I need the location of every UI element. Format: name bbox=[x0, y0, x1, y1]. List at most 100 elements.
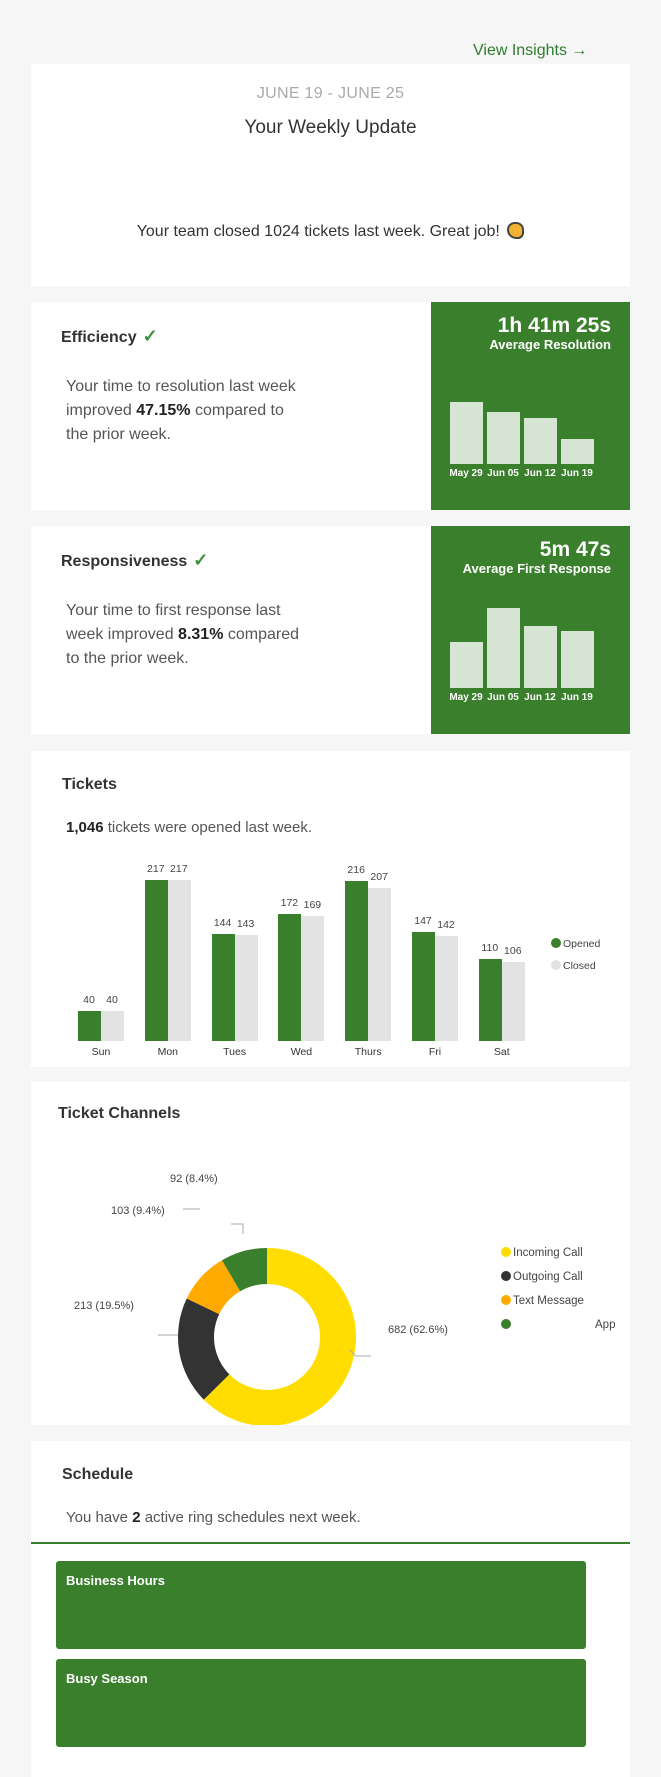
closed-bar bbox=[234, 935, 258, 1041]
pie-label-text-message: 103 (9.4%) bbox=[111, 1205, 165, 1217]
schedule-item-business-hours[interactable]: Business Hours bbox=[56, 1561, 586, 1649]
efficiency-card: Efficiency ✓ Your time to resolution last… bbox=[31, 302, 630, 510]
ticket-channels-card: Ticket Channels 682 (62.6%) 213 (19.5%) … bbox=[31, 1082, 630, 1425]
day-label: Sat bbox=[493, 1046, 510, 1058]
date-range: JUNE 19 - JUNE 25 bbox=[256, 85, 405, 102]
opened-bar bbox=[278, 914, 302, 1041]
legend-incoming-call-label: Incoming Call bbox=[513, 1247, 583, 1259]
legend-outgoing-call-label: Outgoing Call bbox=[513, 1271, 583, 1283]
closed-bar bbox=[101, 1011, 124, 1041]
opened-bar bbox=[144, 880, 168, 1041]
efficiency-chart-panel: 1h 41m 25s Average Resolution May 29 Jun … bbox=[431, 302, 630, 510]
checkmark-icon: ✓ bbox=[193, 550, 209, 570]
bar-value-label: 106 bbox=[504, 945, 522, 957]
bar-value-label: 217 bbox=[147, 863, 165, 875]
weekly-update-card: JUNE 19 - JUNE 25 Your Weekly Update You… bbox=[31, 64, 630, 286]
responsiveness-percent: 8.31% bbox=[178, 626, 224, 643]
day-label: Wed bbox=[290, 1046, 313, 1058]
slice-incoming-call bbox=[203, 1248, 356, 1425]
closed-bar bbox=[501, 962, 525, 1041]
bar-value-label: 216 bbox=[347, 864, 365, 876]
tickets-card: Tickets 1,046 tickets were opened last w… bbox=[31, 751, 630, 1067]
week-bar bbox=[450, 402, 483, 464]
legend-outgoing-call: Outgoing Call bbox=[501, 1271, 583, 1283]
opened-bar bbox=[478, 959, 502, 1041]
week-bar bbox=[450, 642, 483, 688]
efficiency-text-before: Your time to resolution last week improv… bbox=[66, 378, 296, 419]
week-label: May 29 bbox=[449, 468, 483, 479]
bar-value-label: 40 bbox=[83, 994, 95, 1006]
checkmark-icon: ✓ bbox=[142, 326, 158, 346]
bar-value-label: 147 bbox=[414, 915, 432, 927]
tickets-title: Tickets bbox=[62, 776, 117, 793]
responsiveness-chart-panel: 5m 47s Average First Response May 29 Jun … bbox=[431, 526, 630, 734]
bar-value-label: 142 bbox=[437, 919, 455, 931]
schedule-item-busy-season[interactable]: Busy Season bbox=[56, 1659, 586, 1747]
average-first-response-time: 5m 47s bbox=[539, 538, 611, 561]
tickets-summary: 1,046 tickets were opened last week. bbox=[66, 819, 312, 836]
bar-value-label: 144 bbox=[213, 917, 232, 929]
efficiency-description: Your time to resolution last week improv… bbox=[66, 375, 306, 447]
pie-label-incoming: 682 (62.6%) bbox=[388, 1324, 448, 1336]
schedule-text-after: active ring schedules next week. bbox=[140, 1509, 361, 1526]
schedule-summary: You have 2 active ring schedules next we… bbox=[66, 1509, 361, 1526]
tickets-count: 1,046 bbox=[66, 819, 104, 836]
bar-value-label: 207 bbox=[370, 871, 388, 883]
efficiency-heading: Efficiency ✓ bbox=[61, 326, 158, 347]
week-label: May 29 bbox=[449, 692, 483, 703]
closed-bar bbox=[301, 916, 325, 1041]
responsiveness-text-after: compared to the prior week. bbox=[66, 626, 300, 667]
schedule-card: Schedule You have 2 active ring schedule… bbox=[31, 1441, 630, 1777]
day-label: Sun bbox=[91, 1046, 111, 1058]
week-label: Jun 12 bbox=[524, 692, 556, 703]
text-message-dot-icon bbox=[501, 1295, 511, 1305]
efficiency-text-after: compared to the prior week. bbox=[66, 402, 284, 443]
day-label: Fri bbox=[428, 1046, 442, 1058]
incoming-call-dot-icon bbox=[501, 1247, 511, 1257]
week-label: Jun 19 bbox=[561, 692, 593, 703]
legend-text-message: Text Message bbox=[501, 1295, 584, 1307]
legend-opened: Opened bbox=[551, 938, 600, 950]
week-bar bbox=[487, 412, 520, 464]
pie-label-app: 92 (8.4%) bbox=[170, 1173, 218, 1185]
bar-value-label: 217 bbox=[170, 863, 188, 875]
schedule-divider bbox=[31, 1542, 630, 1544]
week-bar bbox=[561, 439, 594, 464]
closed-bar bbox=[167, 880, 191, 1041]
schedule-title: Schedule bbox=[62, 1466, 134, 1483]
schedule-text-before: You have bbox=[66, 1509, 133, 1526]
week-bar bbox=[487, 608, 520, 688]
slice-text-message bbox=[186, 1260, 241, 1315]
pie-leader-line bbox=[349, 1349, 371, 1357]
responsiveness-card: Responsiveness ✓ Your time to first respo… bbox=[31, 526, 630, 734]
closed-tickets-message: Your team closed 1024 tickets last week.… bbox=[31, 222, 630, 241]
slice-app bbox=[221, 1248, 267, 1292]
efficiency-title: Efficiency bbox=[61, 329, 137, 346]
week-label: Jun 19 bbox=[561, 468, 593, 479]
outgoing-call-dot-icon bbox=[501, 1271, 511, 1281]
week-label: Jun 05 bbox=[487, 468, 519, 479]
week-label: Jun 05 bbox=[487, 692, 519, 703]
legend-opened-label: Opened bbox=[563, 938, 601, 950]
closed-tickets-text: Your team closed 1024 tickets last week.… bbox=[136, 223, 500, 240]
week-bar bbox=[524, 418, 557, 464]
opened-bar bbox=[211, 934, 235, 1041]
efficiency-percent: 47.15% bbox=[136, 402, 191, 419]
view-insights-link[interactable]: View Insights → bbox=[473, 42, 588, 59]
average-resolution-time: 1h 41m 25s bbox=[497, 314, 611, 337]
slice-outgoing-call bbox=[177, 1298, 230, 1400]
app-dot-icon bbox=[501, 1319, 511, 1329]
average-resolution-label: Average Resolution bbox=[489, 337, 611, 352]
legend-closed: Closed bbox=[551, 960, 596, 972]
legend-closed-label: Closed bbox=[563, 960, 596, 972]
week-bar bbox=[561, 631, 594, 688]
channels-donut-chart bbox=[158, 1208, 371, 1425]
weekly-update-title: Your Weekly Update bbox=[244, 117, 417, 138]
responsiveness-heading: Responsiveness ✓ bbox=[61, 550, 208, 571]
day-label: Mon bbox=[157, 1046, 179, 1058]
day-label: Thurs bbox=[354, 1046, 382, 1058]
week-label: Jun 12 bbox=[524, 468, 556, 479]
bar-value-label: 110 bbox=[481, 942, 499, 954]
schedule-item-label: Business Hours bbox=[66, 1573, 165, 1588]
schedule-item-label: Busy Season bbox=[66, 1671, 148, 1686]
